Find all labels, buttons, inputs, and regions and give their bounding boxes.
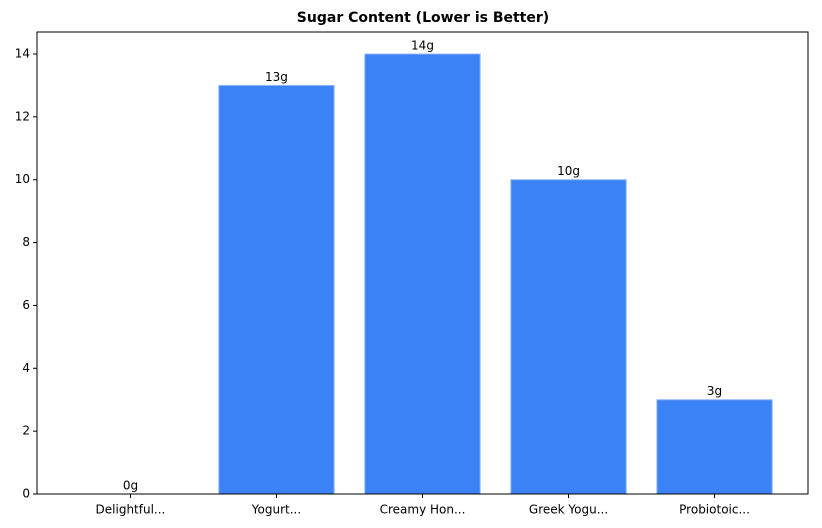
bar	[218, 84, 335, 495]
y-tick-label: 2	[22, 424, 30, 438]
y-tick-label: 14	[15, 47, 30, 61]
value-label: 13g	[265, 70, 288, 84]
chart-title: Sugar Content (Lower is Better)	[297, 10, 549, 26]
x-tick-label: Creamy Hon...	[380, 503, 466, 517]
y-tick-label: 12	[15, 109, 30, 123]
value-label: 0g	[123, 479, 138, 493]
y-tick-label: 8	[22, 235, 30, 249]
bar	[656, 399, 773, 495]
y-tick-label: 6	[22, 298, 30, 312]
x-tick-label: Delightful...	[96, 503, 166, 517]
y-tick-label: 4	[22, 361, 30, 375]
x-tick-label: Probiotoic...	[679, 503, 750, 517]
y-tick-label: 10	[15, 172, 30, 186]
bar	[510, 179, 627, 495]
value-label: 14g	[411, 39, 434, 53]
plot-frame	[36, 31, 809, 495]
value-label: 3g	[707, 384, 722, 398]
y-tick-label: 0	[22, 487, 30, 501]
x-tick-label: Yogurt...	[251, 503, 301, 517]
value-label: 10g	[557, 164, 580, 178]
x-tick-label: Greek Yogu...	[529, 503, 608, 517]
bar	[364, 53, 481, 495]
